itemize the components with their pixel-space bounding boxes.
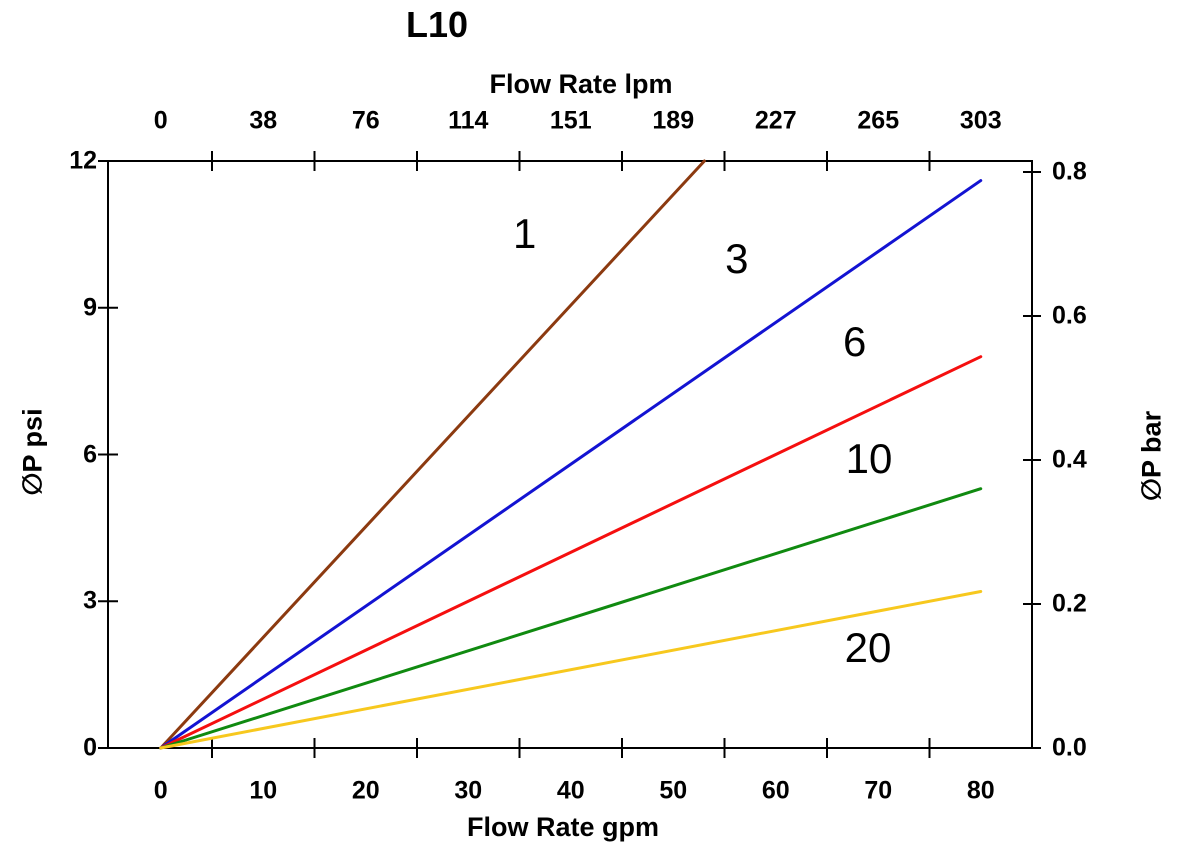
top-tick-label: 303 [959, 106, 1002, 135]
bottom-tick-label: 0 [153, 776, 168, 805]
top-axis-title: Flow Rate lpm [489, 69, 673, 99]
left-axis-title: ∅P psi [17, 408, 48, 496]
series-line-10 [159, 487, 983, 750]
right-tick-label: 0.2 [1052, 589, 1087, 618]
bottom-tick-label: 40 [556, 776, 585, 805]
top-tick-label: 265 [857, 106, 900, 135]
left-tick-label: 12 [69, 146, 97, 175]
top-tick-label: 114 [448, 106, 489, 135]
bottom-tick-label: 20 [351, 776, 380, 805]
bottom-axis-title: Flow Rate gpm [466, 812, 659, 842]
right-tick-label: 0.8 [1052, 157, 1087, 186]
top-tick-label: 76 [351, 106, 380, 135]
curve-label-1: 1 [512, 210, 537, 258]
bottom-tick-label: 60 [761, 776, 790, 805]
bottom-tick-label: 10 [249, 776, 278, 805]
left-tick-label: 3 [83, 586, 97, 615]
left-tick-label: 0 [83, 733, 97, 762]
top-tick-label: 227 [754, 106, 797, 135]
right-tick-label: 0.6 [1052, 301, 1087, 330]
right-tick-label: 0.0 [1052, 733, 1087, 762]
top-tick-label: 0 [153, 106, 168, 135]
curve-label-20: 20 [844, 623, 892, 671]
series-line-3 [159, 179, 983, 750]
top-tick-label: 38 [249, 106, 278, 135]
left-tick-label: 9 [83, 293, 97, 322]
right-tick-label: 0.4 [1052, 445, 1087, 474]
series-line-20 [159, 589, 983, 750]
chart-title: L10 [405, 4, 469, 45]
plot-border [107, 160, 1033, 749]
bottom-tick-label: 30 [454, 776, 483, 805]
top-tick-label: 189 [652, 106, 695, 135]
right-axis-title: ∅P bar [1136, 410, 1167, 502]
series-line-1 [159, 159, 706, 750]
curve-label-3: 3 [725, 234, 749, 282]
curve-label-10: 10 [845, 435, 893, 483]
top-tick-label: 151 [549, 106, 592, 135]
left-tick-label: 6 [83, 440, 97, 468]
bottom-tick-label: 70 [864, 776, 893, 805]
curve-label-6: 6 [842, 317, 867, 365]
bottom-tick-label: 80 [966, 776, 995, 805]
bottom-tick-label: 50 [659, 776, 688, 805]
series-line-6 [159, 355, 983, 750]
